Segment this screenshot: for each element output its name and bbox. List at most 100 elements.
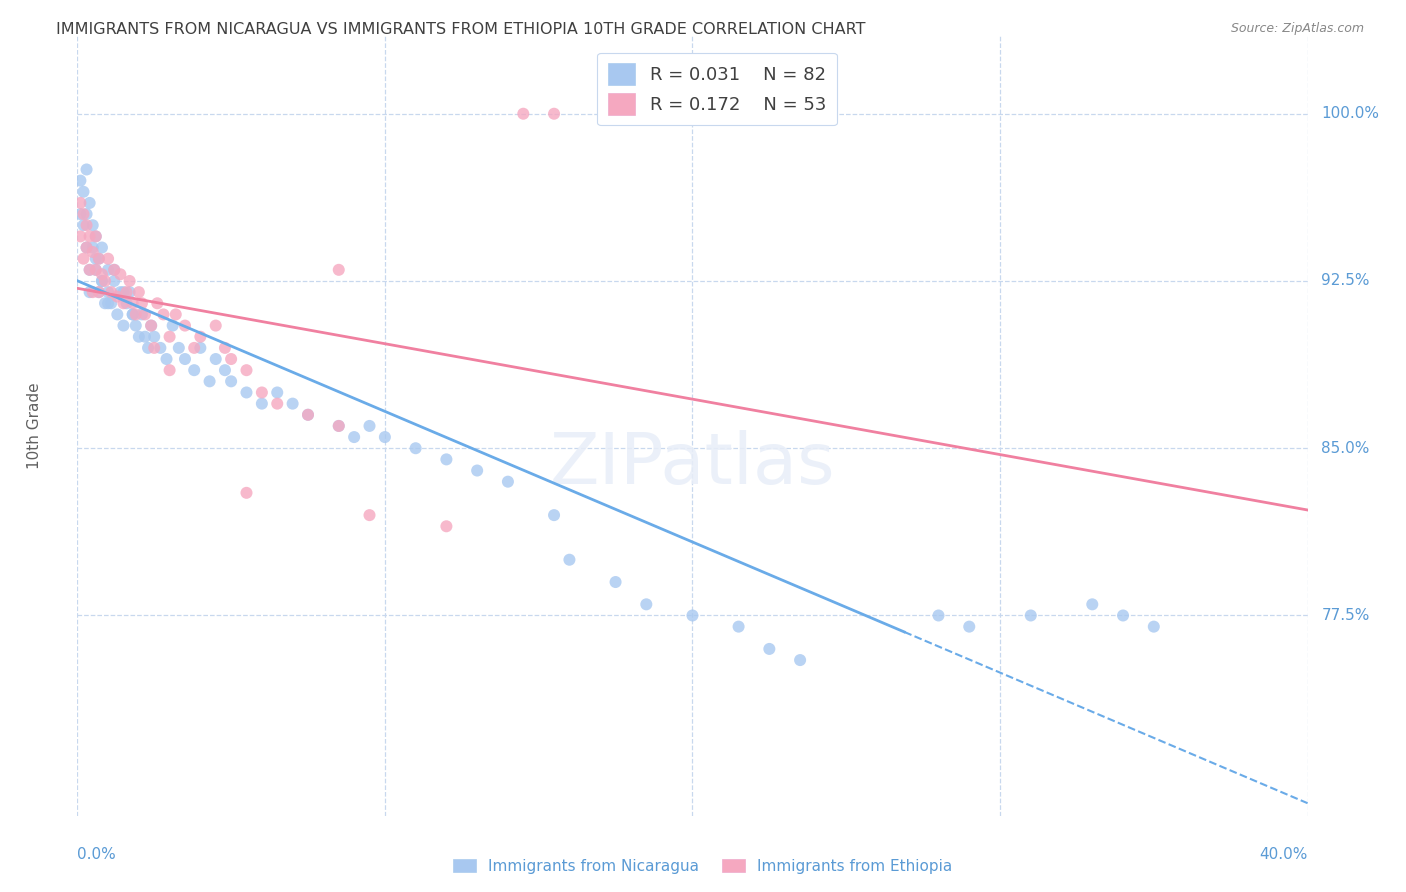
Point — [97, 285, 120, 300]
Point — [76, 162, 98, 177]
Point — [143, 341, 166, 355]
Point — [112, 285, 135, 300]
Point — [605, 574, 627, 589]
Point — [957, 620, 980, 634]
Point — [79, 196, 101, 211]
Point — [328, 262, 350, 277]
Point — [219, 351, 242, 366]
Point — [97, 262, 120, 277]
Point — [100, 296, 122, 310]
Point — [76, 241, 98, 255]
Point — [69, 196, 91, 211]
Point — [100, 285, 122, 300]
Point — [214, 341, 236, 355]
Point — [76, 241, 98, 255]
Point — [297, 408, 319, 422]
Text: ZIPatlas: ZIPatlas — [550, 431, 835, 500]
Text: IMMIGRANTS FROM NICARAGUA VS IMMIGRANTS FROM ETHIOPIA 10TH GRADE CORRELATION CHA: IMMIGRANTS FROM NICARAGUA VS IMMIGRANTS … — [56, 22, 866, 37]
Point — [97, 252, 120, 266]
Point — [128, 285, 150, 300]
Point — [121, 307, 143, 322]
Point — [118, 285, 141, 300]
Point — [87, 285, 110, 300]
Point — [235, 385, 257, 400]
Point — [84, 262, 107, 277]
Point — [188, 341, 212, 355]
Point — [90, 274, 114, 288]
Point — [79, 285, 101, 300]
Point — [134, 330, 156, 344]
Point — [72, 219, 94, 233]
Point — [72, 252, 94, 266]
Point — [250, 385, 273, 400]
Point — [94, 296, 117, 310]
Point — [94, 274, 117, 288]
Point — [174, 351, 197, 366]
Point — [543, 107, 565, 121]
Point — [1112, 608, 1135, 623]
Point — [118, 274, 141, 288]
Point — [436, 519, 458, 533]
Point — [167, 341, 190, 355]
Point — [235, 486, 257, 500]
Point — [103, 262, 125, 277]
Point — [90, 268, 114, 282]
Text: 77.5%: 77.5% — [1322, 608, 1369, 623]
Text: 85.0%: 85.0% — [1322, 441, 1369, 456]
Point — [103, 262, 125, 277]
Point — [266, 385, 288, 400]
Point — [1081, 598, 1104, 612]
Point — [82, 285, 104, 300]
Point — [297, 408, 319, 422]
Point — [214, 363, 236, 377]
Point — [97, 296, 120, 310]
Point — [250, 397, 273, 411]
Point — [682, 608, 704, 623]
Point — [110, 285, 132, 300]
Point — [141, 318, 163, 333]
Point — [1019, 608, 1042, 623]
Point — [141, 318, 163, 333]
Text: 0.0%: 0.0% — [77, 847, 117, 862]
Point — [79, 229, 101, 244]
Point — [115, 296, 138, 310]
Point — [84, 229, 107, 244]
Point — [112, 296, 135, 310]
Point — [72, 185, 94, 199]
Point — [183, 363, 205, 377]
Point — [496, 475, 519, 489]
Point — [183, 341, 205, 355]
Point — [143, 330, 166, 344]
Point — [105, 307, 128, 322]
Point — [465, 464, 488, 478]
Point — [115, 285, 138, 300]
Point — [69, 174, 91, 188]
Legend: R = 0.031    N = 82, R = 0.172    N = 53: R = 0.031 N = 82, R = 0.172 N = 53 — [598, 53, 837, 126]
Point — [789, 653, 811, 667]
Point — [328, 419, 350, 434]
Point — [204, 318, 226, 333]
Point — [558, 552, 581, 567]
Point — [136, 341, 159, 355]
Point — [128, 330, 150, 344]
Point — [69, 207, 91, 221]
Text: 92.5%: 92.5% — [1322, 274, 1369, 288]
Point — [359, 419, 381, 434]
Point — [84, 262, 107, 277]
Point — [79, 262, 101, 277]
Text: Source: ZipAtlas.com: Source: ZipAtlas.com — [1230, 22, 1364, 36]
Point — [72, 207, 94, 221]
Point — [131, 307, 153, 322]
Point — [165, 307, 187, 322]
Legend: Immigrants from Nicaragua, Immigrants from Ethiopia: Immigrants from Nicaragua, Immigrants fr… — [447, 853, 959, 880]
Point — [159, 363, 181, 377]
Point — [149, 341, 172, 355]
Point — [103, 274, 125, 288]
Point — [76, 219, 98, 233]
Text: 10th Grade: 10th Grade — [27, 383, 42, 469]
Point — [82, 241, 104, 255]
Point — [374, 430, 396, 444]
Point — [105, 289, 128, 303]
Point — [134, 307, 156, 322]
Point — [758, 642, 780, 657]
